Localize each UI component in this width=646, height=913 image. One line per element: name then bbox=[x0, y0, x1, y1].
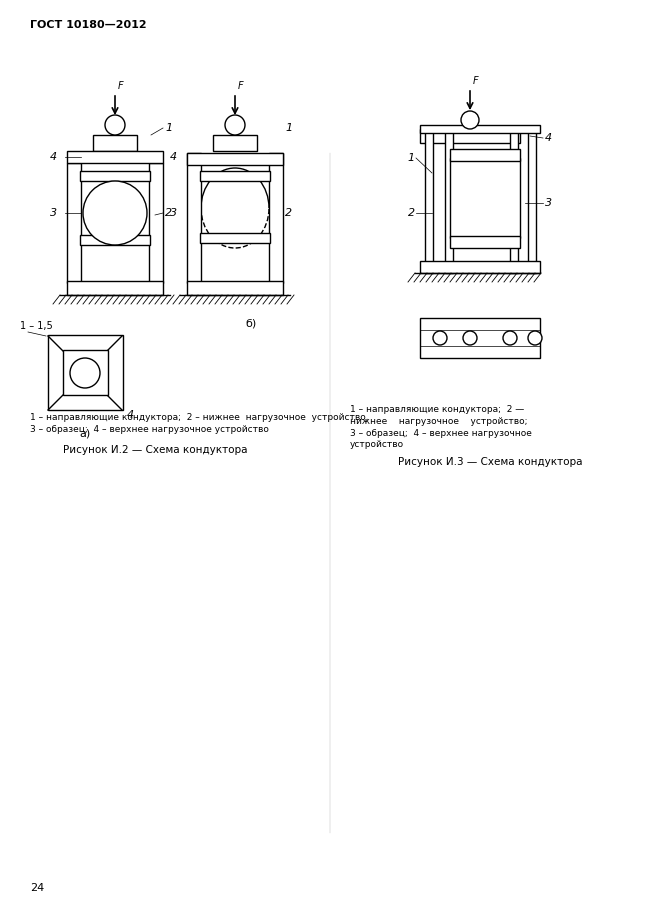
Bar bbox=[48, 335, 123, 410]
Bar bbox=[528, 128, 536, 273]
Text: 4: 4 bbox=[127, 410, 134, 420]
Text: ГОСТ 10180—2012: ГОСТ 10180—2012 bbox=[30, 20, 147, 30]
Bar bbox=[420, 129, 520, 143]
Text: 4: 4 bbox=[50, 152, 57, 162]
Bar bbox=[445, 128, 453, 273]
Text: 4: 4 bbox=[545, 133, 552, 143]
Bar bbox=[187, 281, 283, 295]
Circle shape bbox=[225, 115, 245, 135]
Bar bbox=[420, 125, 540, 133]
Text: 3: 3 bbox=[170, 208, 177, 218]
Circle shape bbox=[461, 111, 479, 129]
Text: 24: 24 bbox=[30, 883, 44, 893]
Bar bbox=[200, 171, 270, 181]
Circle shape bbox=[503, 331, 517, 345]
Circle shape bbox=[105, 115, 125, 135]
Circle shape bbox=[528, 331, 542, 345]
Bar bbox=[67, 151, 163, 163]
Bar bbox=[450, 149, 520, 161]
Text: 1: 1 bbox=[285, 123, 292, 133]
Text: б): б) bbox=[245, 318, 256, 328]
Text: 4: 4 bbox=[170, 152, 177, 162]
Bar bbox=[80, 235, 150, 245]
Bar bbox=[149, 163, 163, 283]
Bar bbox=[450, 158, 520, 238]
Bar bbox=[213, 135, 257, 151]
Bar bbox=[63, 350, 108, 395]
Text: а): а) bbox=[79, 428, 90, 438]
Bar bbox=[93, 135, 137, 151]
Text: F: F bbox=[473, 76, 479, 86]
Bar bbox=[269, 153, 283, 283]
Bar bbox=[187, 153, 283, 165]
Text: Рисунок И.3 — Схема кондуктора: Рисунок И.3 — Схема кондуктора bbox=[398, 457, 582, 467]
Text: 3: 3 bbox=[545, 198, 552, 208]
Bar bbox=[510, 128, 518, 273]
Circle shape bbox=[433, 331, 447, 345]
Text: 2: 2 bbox=[408, 208, 415, 218]
Bar bbox=[80, 171, 150, 181]
Circle shape bbox=[70, 358, 100, 388]
Text: 1: 1 bbox=[165, 123, 172, 133]
Text: 1: 1 bbox=[408, 153, 415, 163]
Text: F: F bbox=[118, 81, 123, 91]
Text: 3: 3 bbox=[50, 208, 57, 218]
Text: F: F bbox=[238, 81, 244, 91]
Bar bbox=[420, 318, 540, 358]
Bar bbox=[67, 163, 81, 283]
Bar bbox=[425, 128, 433, 273]
Circle shape bbox=[463, 331, 477, 345]
Bar bbox=[450, 236, 520, 248]
Text: 1 – направляющие кондуктора;  2 —
нижнее    нагрузочное    устройство;
3 – образ: 1 – направляющие кондуктора; 2 — нижнее … bbox=[350, 405, 532, 449]
Bar bbox=[67, 281, 163, 295]
Bar bbox=[200, 233, 270, 243]
Text: Рисунок И.2 — Схема кондуктора: Рисунок И.2 — Схема кондуктора bbox=[63, 445, 247, 455]
Text: 2: 2 bbox=[285, 208, 292, 218]
Text: 1 – направляющие кондуктора;  2 – нижнее  нагрузочное  устройство,
3 – образец; : 1 – направляющие кондуктора; 2 – нижнее … bbox=[30, 413, 368, 434]
Circle shape bbox=[83, 181, 147, 245]
Text: 2: 2 bbox=[165, 208, 172, 218]
Text: 1 – 1,5: 1 – 1,5 bbox=[20, 321, 53, 331]
Bar bbox=[420, 261, 540, 273]
Bar bbox=[187, 153, 201, 283]
